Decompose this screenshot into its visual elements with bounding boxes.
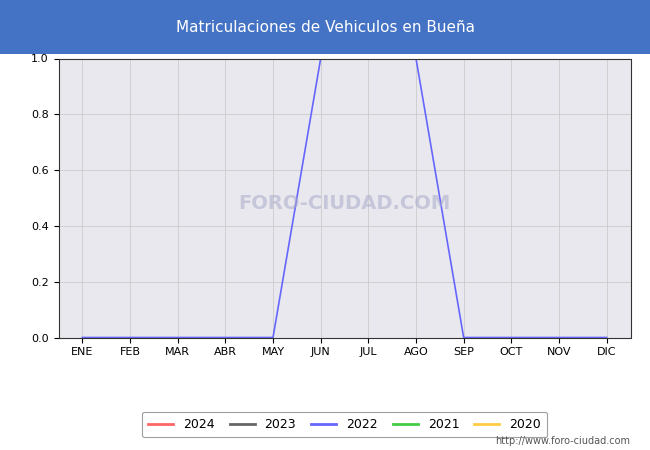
Text: Matriculaciones de Vehiculos en Bueña: Matriculaciones de Vehiculos en Bueña [176, 19, 474, 35]
Text: http://www.foro-ciudad.com: http://www.foro-ciudad.com [495, 436, 630, 446]
Text: FORO-CIUDAD.COM: FORO-CIUDAD.COM [239, 194, 450, 213]
Legend: 2024, 2023, 2022, 2021, 2020: 2024, 2023, 2022, 2021, 2020 [142, 412, 547, 437]
